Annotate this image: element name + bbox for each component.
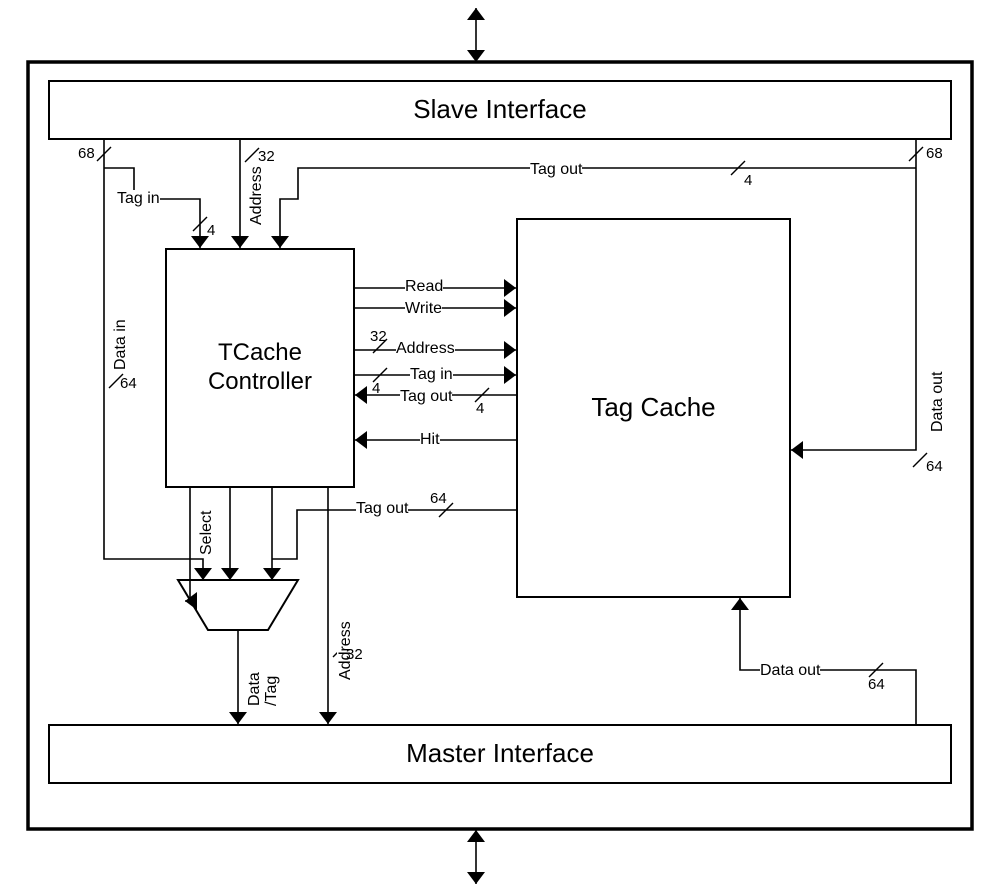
label-select: Select [198,511,216,555]
label-tag-out-mid: Tag out [400,388,452,406]
block-tagcache: Tag Cache [516,218,791,598]
label-tag-out-top: Tag out [530,161,582,179]
label-data-out-up: Data out [929,372,947,432]
label-slave-68-left-bw: 68 [78,145,95,162]
label-tag-in-top-bw: 4 [207,222,215,239]
label-read: Read [405,278,443,296]
block-master: Master Interface [48,724,952,784]
label-addr-mid: Address [396,340,455,358]
label-data-in: Data in [112,319,130,370]
label-addr-mid-bw: 32 [370,328,387,345]
label-slave-68-right-bw: 68 [926,145,943,162]
label-tag-out-64: Tag out [356,500,408,518]
label-hit: Hit [420,431,440,449]
label-tag-in-mid: Tag in [410,366,453,384]
label-data-out-bottom: Data out [760,662,820,680]
label-tag-out-top-bw: 4 [744,172,752,189]
label-data-tag-down: Data/Tag [247,672,281,706]
label-address-top: Address [248,166,266,225]
label-tag-in-mid-bw: 4 [372,380,380,397]
block-controller: TCache Controller [165,248,355,488]
label-tag-out-mid-bw: 4 [476,400,484,417]
label-data-out-bottom-bw: 64 [868,676,885,693]
label-tag-in-top: Tag in [117,190,160,208]
label-address-top-bw: 32 [258,148,275,165]
block-slave: Slave Interface [48,80,952,140]
label-tag-out-64-bw: 64 [430,490,447,507]
label-write: Write [405,300,442,318]
diagram-stage: Slave Interface Master Interface TCache Co… [0,0,1000,892]
label-data-out-up-bw: 64 [926,458,943,475]
label-addr-down-bw: 32 [346,646,363,663]
label-data-in-bw: 64 [120,375,137,392]
